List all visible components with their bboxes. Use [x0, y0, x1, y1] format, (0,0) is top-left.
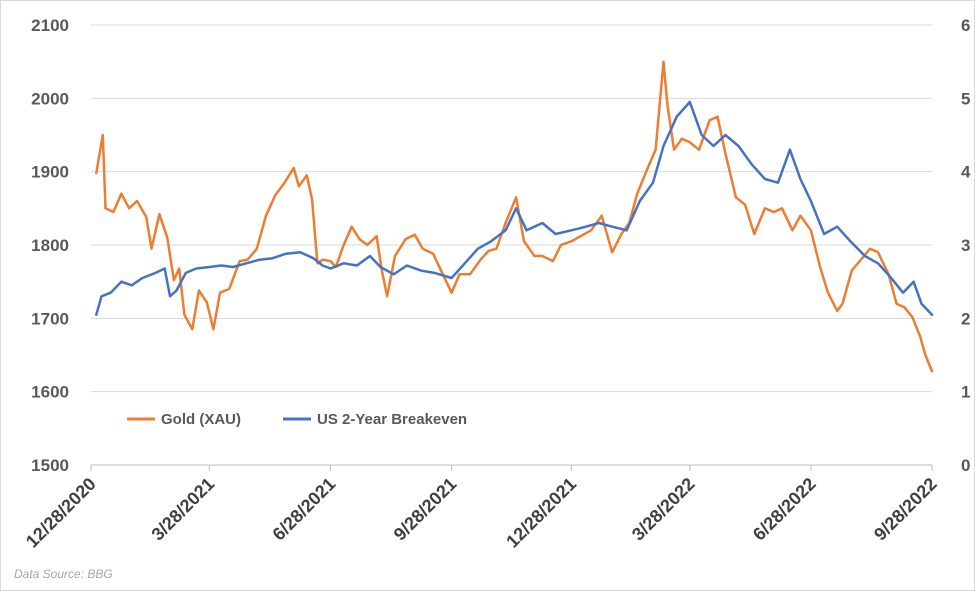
y2-tick-label: 5: [961, 89, 970, 108]
x-tick-label: 6/28/2021: [269, 474, 340, 545]
y-tick-label: 1800: [31, 236, 69, 255]
series-line-0: [95, 60, 934, 373]
y2-tick-label: 6: [961, 16, 970, 35]
x-tick-label: 12/28/2020: [22, 474, 100, 552]
y2-tick-label: 4: [961, 163, 971, 182]
y-tick-label: 1500: [31, 456, 69, 475]
y2-tick-label: 1: [961, 383, 970, 402]
y-tick-label: 1900: [31, 163, 69, 182]
legend: Gold (XAU) US 2-Year Breakeven: [127, 411, 467, 428]
legend-label: Gold (XAU): [161, 411, 241, 428]
y-axis-right-ticks: 0 1 2 3 4 5 6: [961, 16, 971, 475]
x-tick-label: 9/28/2022: [870, 474, 941, 545]
x-tick-label: 12/28/2021: [502, 474, 580, 552]
y2-tick-label: 0: [961, 456, 970, 475]
y-tick-label: 1600: [31, 383, 69, 402]
x-tick-label: 3/28/2022: [628, 474, 699, 545]
gridlines: [91, 24, 932, 393]
y2-tick-label: 3: [961, 236, 970, 255]
y2-tick-label: 2: [961, 309, 970, 328]
x-axis: 12/28/2020 3/28/2021 6/28/2021 9/28/2021 12/…: [22, 464, 941, 552]
series-lines: [95, 60, 934, 373]
y-tick-label: 2100: [31, 16, 69, 35]
legend-label: US 2-Year Breakeven: [317, 411, 467, 428]
y-tick-label: 2000: [31, 89, 69, 108]
x-tick-label: 9/28/2021: [390, 474, 461, 545]
y-tick-label: 1700: [31, 309, 69, 328]
x-tick-label: 3/28/2021: [148, 474, 219, 545]
x-tick-label: 6/28/2022: [749, 474, 820, 545]
y-axis-left-ticks: 1500 1600 1700 1800 1900 2000 2100: [31, 16, 69, 475]
data-source-note: Data Source: BBG: [14, 567, 113, 581]
series-line-1: [95, 100, 934, 316]
